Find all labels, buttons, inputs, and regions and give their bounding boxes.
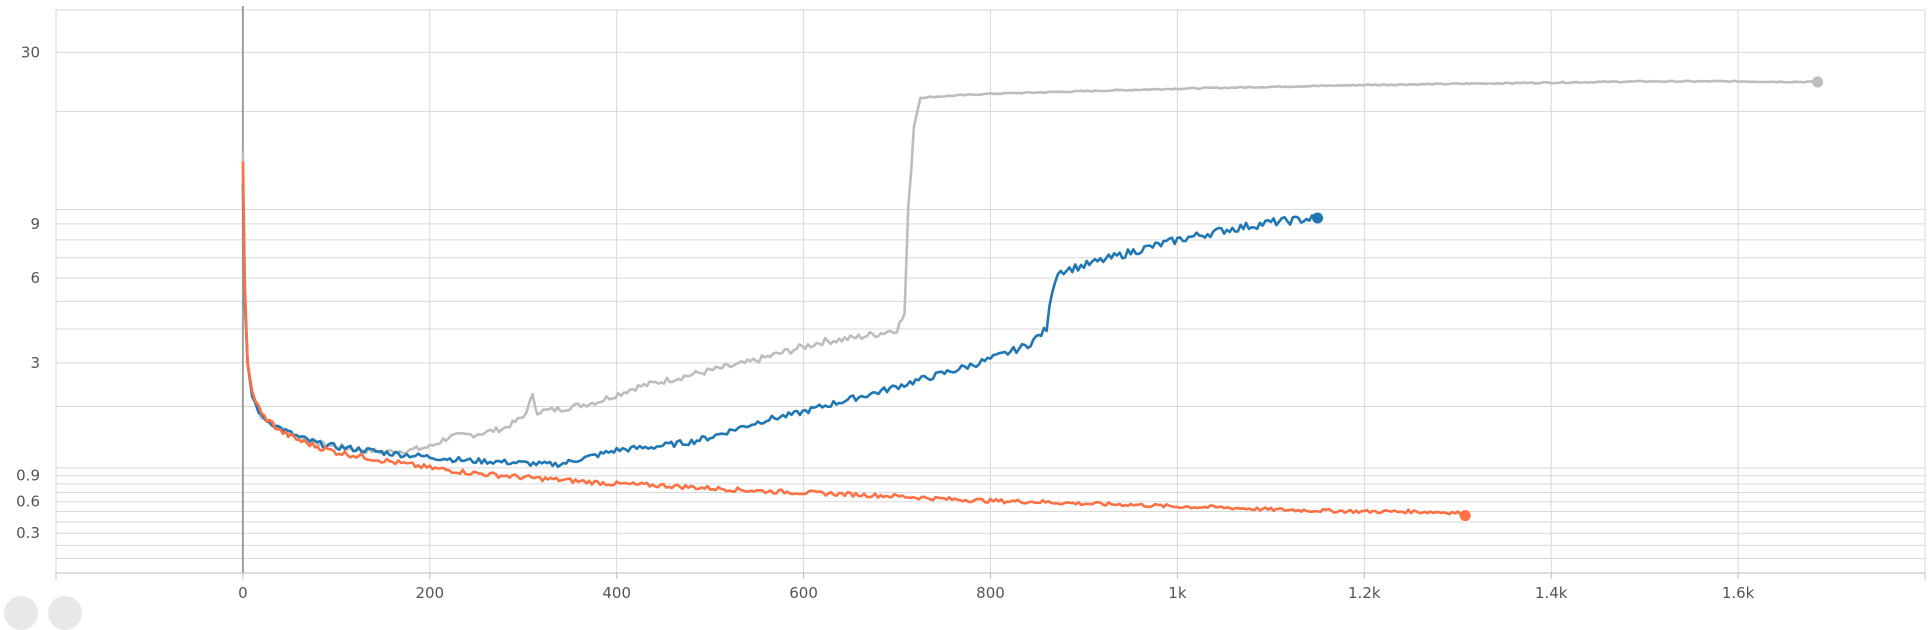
series-endpoint-2 (1459, 510, 1471, 522)
y-tick-label: 9 (30, 215, 40, 233)
y-tick-label: 0.6 (16, 493, 40, 511)
y-tick-label: 0.3 (16, 524, 40, 542)
x-tick-label: 1.6k (1722, 584, 1755, 602)
series-line-0 (241, 79, 1819, 455)
toggle-log-scale-button[interactable] (48, 596, 82, 630)
x-tick-label: 600 (789, 584, 818, 602)
fit-domain-button[interactable] (4, 596, 38, 630)
y-tick-label: 3 (30, 354, 40, 372)
line-chart: 0 200 400 600 800 1k 1.2k 1.4k 1.6k 0.3 0.6 0.9 3 6 9 3… (16, 6, 1926, 602)
x-tick-label: 1.4k (1535, 584, 1568, 602)
series-endpoint-1 (1312, 212, 1324, 224)
gridlines (55, 9, 1926, 573)
y-tick-label: 6 (30, 269, 40, 287)
tick-labels: 0 200 400 600 800 1k 1.2k 1.4k 1.6k 0.3 0.6 0.9 3 6 9 3… (16, 43, 1755, 602)
series-lines (241, 76, 1824, 522)
y-tick-label: 0.9 (16, 467, 40, 485)
series-endpoint-0 (1812, 76, 1824, 88)
axes (55, 6, 1926, 579)
x-tick-label: 0 (238, 584, 248, 602)
x-tick-label: 400 (602, 584, 631, 602)
series-line-1 (241, 182, 1319, 469)
series-line-2 (241, 161, 1467, 517)
y-tick-label: 30 (21, 43, 40, 61)
x-tick-label: 1k (1168, 584, 1187, 602)
x-tick-label: 200 (415, 584, 444, 602)
x-tick-label: 800 (976, 584, 1005, 602)
x-tick-label: 1.2k (1348, 584, 1381, 602)
